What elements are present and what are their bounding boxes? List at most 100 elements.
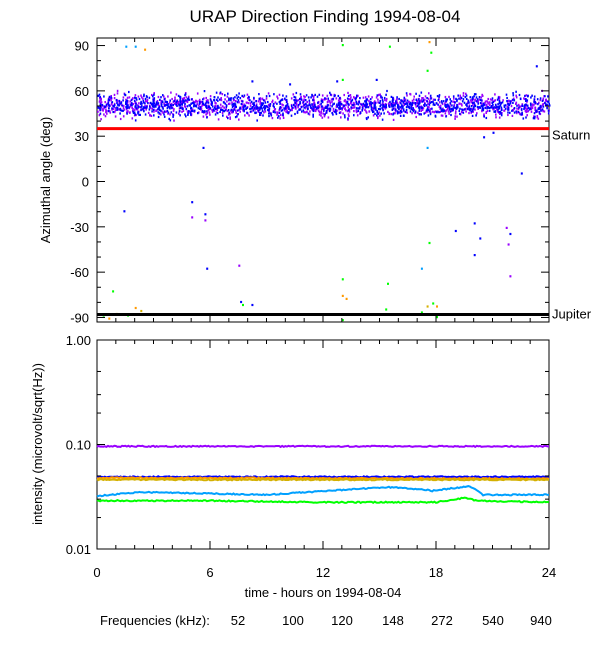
band-point-540 bbox=[359, 97, 361, 100]
band-point-540 bbox=[171, 107, 173, 110]
band-point-940 bbox=[291, 107, 293, 110]
band-point-540 bbox=[192, 109, 194, 113]
band-point-940 bbox=[454, 117, 456, 120]
band-point-540 bbox=[115, 98, 118, 102]
outlier-point-540 bbox=[535, 65, 538, 68]
band-point-540 bbox=[133, 99, 136, 102]
band-point-540 bbox=[285, 104, 288, 107]
band-point-940 bbox=[110, 103, 113, 106]
band-point-540 bbox=[488, 106, 490, 109]
band-point-940 bbox=[353, 106, 356, 109]
band-point-540 bbox=[179, 95, 181, 98]
band-point-540 bbox=[540, 109, 542, 112]
band-point-540 bbox=[501, 101, 504, 104]
band-point-940 bbox=[100, 101, 103, 104]
band-point-940 bbox=[303, 98, 305, 101]
band-point-540 bbox=[412, 108, 414, 111]
band-point-940 bbox=[173, 108, 175, 111]
band-point-540 bbox=[546, 107, 548, 110]
band-point-540 bbox=[450, 113, 452, 117]
band-point-940 bbox=[318, 110, 321, 114]
band-point-940 bbox=[133, 109, 136, 112]
band-point-940 bbox=[136, 108, 139, 111]
band-point-540 bbox=[265, 95, 268, 98]
band-point-540 bbox=[509, 102, 512, 105]
band-point-540 bbox=[432, 100, 434, 103]
outlier-point-100 bbox=[108, 317, 111, 320]
band-point-540 bbox=[217, 104, 219, 107]
band-point-940 bbox=[103, 107, 105, 110]
band-point-940 bbox=[375, 96, 378, 99]
band-point-940 bbox=[122, 104, 125, 107]
band-point-540 bbox=[507, 111, 509, 114]
band-point-940 bbox=[157, 95, 160, 99]
band-point-940 bbox=[472, 110, 474, 113]
band-point-940 bbox=[291, 109, 293, 112]
band-point-540 bbox=[258, 93, 260, 96]
band-point-940 bbox=[474, 108, 476, 111]
band-point-540 bbox=[272, 102, 275, 105]
band-point-540 bbox=[544, 101, 546, 105]
band-point-540 bbox=[253, 101, 255, 104]
band-point-540 bbox=[116, 108, 118, 111]
band-point-540 bbox=[500, 102, 502, 105]
band-point-940 bbox=[156, 100, 159, 103]
band-point-940 bbox=[185, 96, 188, 99]
band-point-540 bbox=[160, 103, 163, 106]
band-point-540 bbox=[361, 109, 363, 112]
band-point-540 bbox=[392, 100, 394, 103]
band-point-540 bbox=[497, 103, 499, 106]
band-point-540 bbox=[337, 103, 340, 106]
band-point-540 bbox=[152, 98, 155, 101]
band-point-940 bbox=[226, 109, 229, 113]
band-point-940 bbox=[147, 111, 150, 114]
band-point-940 bbox=[506, 105, 509, 108]
band-point-540 bbox=[239, 106, 241, 109]
band-point-540 bbox=[353, 114, 355, 117]
band-point-540 bbox=[388, 104, 390, 107]
band-point-940 bbox=[276, 113, 278, 116]
band-point-540 bbox=[183, 100, 185, 103]
band-point-940 bbox=[420, 99, 423, 102]
band-point-540 bbox=[327, 97, 329, 100]
band-point-540 bbox=[409, 103, 412, 106]
band-point-540 bbox=[295, 91, 298, 95]
band-point-940 bbox=[460, 103, 463, 106]
band-point-940 bbox=[246, 101, 248, 104]
band-point-540 bbox=[167, 105, 169, 108]
band-point-940 bbox=[485, 111, 487, 114]
band-point-940 bbox=[417, 111, 419, 114]
azimuth-y-axis-label: Azimuthal angle (deg) bbox=[38, 117, 53, 243]
band-point-540 bbox=[435, 102, 438, 105]
band-point-540 bbox=[495, 106, 497, 109]
band-point-940 bbox=[294, 104, 296, 107]
band-point-940 bbox=[539, 99, 542, 102]
band-point-540 bbox=[376, 111, 378, 114]
band-point-540 bbox=[402, 114, 405, 117]
band-point-540 bbox=[105, 103, 108, 106]
outlier-point-148 bbox=[385, 308, 388, 311]
band-point-540 bbox=[356, 94, 358, 97]
band-point-940 bbox=[527, 110, 530, 113]
outlier-point-540 bbox=[479, 237, 482, 240]
band-point-540 bbox=[392, 107, 395, 110]
band-point-540 bbox=[258, 97, 261, 100]
band-point-540 bbox=[243, 105, 245, 108]
band-point-940 bbox=[348, 98, 350, 101]
band-point-540 bbox=[157, 115, 160, 119]
band-point-540 bbox=[412, 107, 414, 110]
band-point-540 bbox=[163, 113, 165, 116]
band-point-940 bbox=[362, 103, 364, 106]
band-point-540 bbox=[155, 101, 158, 104]
band-point-940 bbox=[226, 100, 228, 103]
outlier-point-540 bbox=[454, 229, 457, 233]
band-point-940 bbox=[178, 107, 181, 110]
band-point-940 bbox=[160, 113, 162, 116]
band-point-540 bbox=[465, 97, 468, 100]
band-point-540 bbox=[471, 114, 474, 117]
band-point-540 bbox=[215, 91, 218, 94]
band-point-540 bbox=[379, 101, 381, 105]
band-point-540 bbox=[351, 98, 354, 101]
band-point-940 bbox=[424, 98, 426, 101]
band-point-540 bbox=[216, 106, 219, 110]
